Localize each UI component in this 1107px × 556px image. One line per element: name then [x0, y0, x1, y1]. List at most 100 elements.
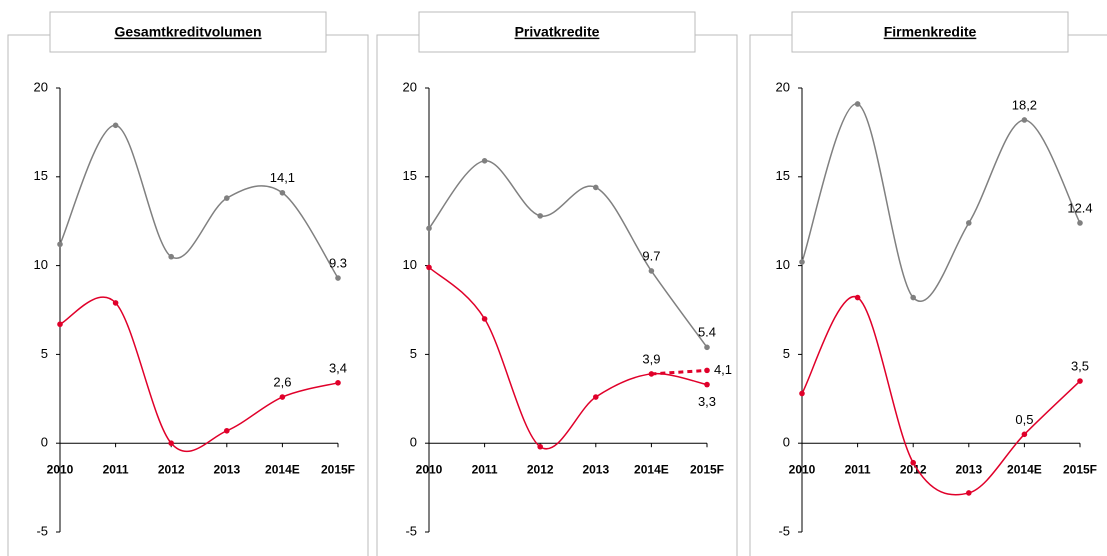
point [648, 268, 655, 274]
y-tick-label: 15 [34, 168, 48, 183]
chart-title: Firmenkredite [884, 24, 977, 40]
point [168, 253, 174, 260]
data-label: 9.7 [642, 248, 660, 263]
data-label: 2,6 [273, 374, 291, 389]
x-tick-label: 2014E [634, 462, 669, 476]
series-line [59, 124, 339, 279]
data-label: 3,9 [642, 351, 660, 366]
y-tick-label: 15 [776, 168, 790, 183]
title-box [49, 11, 327, 53]
x-tick-label: 2011 [472, 462, 498, 476]
y-tick-label: -5 [778, 523, 790, 538]
data-label: 3,3 [698, 394, 716, 409]
point [1077, 378, 1083, 384]
x-tick-label: 2014E [1007, 462, 1042, 476]
point [224, 427, 230, 434]
x-tick-label: 2013 [213, 462, 240, 476]
point [854, 294, 861, 301]
data-label: 3,5 [1071, 358, 1089, 373]
point [854, 101, 861, 107]
data-label: 4,1 [714, 362, 732, 377]
y-tick-label: 0 [783, 435, 790, 450]
point [537, 443, 543, 450]
y-tick-label: 10 [34, 257, 48, 272]
data-label: 14,1 [270, 170, 295, 185]
chart-title: Privatkredite [515, 24, 600, 40]
panel-frame [7, 34, 369, 556]
x-tick-label: 2011 [103, 462, 129, 476]
point [799, 390, 805, 397]
y-tick-label: 20 [403, 79, 417, 94]
point [57, 241, 63, 248]
point [593, 394, 599, 400]
data-label: 3,4 [329, 360, 347, 375]
y-tick-label: 0 [41, 435, 48, 450]
point [426, 264, 432, 271]
point [704, 381, 710, 388]
point [426, 225, 432, 232]
y-tick-label: -5 [405, 523, 417, 538]
data-label: 0,5 [1015, 412, 1033, 427]
y-tick-label: 0 [410, 435, 417, 450]
y-tick-label: 10 [776, 257, 790, 272]
point [593, 184, 599, 191]
point [910, 294, 916, 301]
point [799, 259, 805, 265]
series-line [59, 296, 339, 452]
title-box [791, 11, 1069, 53]
y-tick-label: 20 [34, 79, 48, 94]
y-tick-label: -5 [36, 523, 48, 538]
x-tick-label: 2015F [321, 462, 355, 476]
data-label: 12.4 [1067, 200, 1092, 215]
series-line [428, 266, 708, 450]
chart-title: Gesamtkreditvolumen [114, 24, 261, 40]
point [704, 367, 710, 374]
point [57, 321, 63, 328]
x-tick-label: 2010 [47, 462, 74, 476]
point [112, 300, 119, 306]
x-tick-label: 2012 [158, 462, 185, 476]
series-line [801, 103, 1081, 302]
point [1077, 220, 1083, 226]
point [537, 213, 543, 219]
x-tick-label: 2010 [789, 462, 816, 476]
x-tick-label: 2014E [265, 462, 300, 476]
point [966, 220, 972, 226]
y-tick-label: 20 [776, 79, 790, 94]
series-line [428, 160, 708, 348]
point [481, 316, 488, 322]
point [224, 195, 230, 201]
x-tick-label: 2010 [416, 462, 443, 476]
panel-frame [376, 34, 738, 556]
point [168, 440, 174, 447]
y-tick-label: 5 [41, 346, 48, 361]
point [335, 275, 341, 281]
series-line [651, 368, 708, 376]
point [966, 490, 972, 496]
x-tick-label: 2015F [690, 462, 724, 476]
point [279, 394, 286, 400]
x-tick-label: 2011 [845, 462, 871, 476]
x-tick-label: 2013 [582, 462, 609, 476]
point [910, 459, 916, 466]
point [1021, 431, 1028, 438]
y-tick-label: 10 [403, 257, 417, 272]
y-tick-label: 5 [783, 346, 790, 361]
title-box [418, 11, 696, 53]
point [1021, 117, 1028, 123]
point [279, 189, 286, 196]
x-tick-label: 2013 [955, 462, 982, 476]
panel-frame [749, 34, 1107, 556]
data-label: 9.3 [329, 255, 347, 270]
data-label: 5.4 [698, 325, 716, 340]
point [704, 344, 710, 351]
y-tick-label: 5 [410, 346, 417, 361]
y-tick-label: 15 [403, 168, 417, 183]
data-label: 18,2 [1012, 97, 1037, 112]
point [335, 380, 341, 386]
x-tick-label: 2012 [527, 462, 554, 476]
x-tick-label: 2015F [1063, 462, 1097, 476]
point [481, 158, 488, 164]
point [112, 122, 119, 129]
